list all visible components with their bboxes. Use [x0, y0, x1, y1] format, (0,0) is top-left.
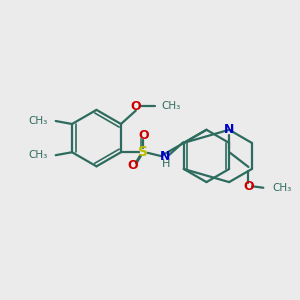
Text: O: O [138, 129, 148, 142]
Text: H: H [162, 159, 170, 169]
Text: CH₃: CH₃ [28, 150, 48, 160]
Text: O: O [243, 180, 254, 193]
Text: CH₃: CH₃ [273, 183, 292, 193]
Text: O: O [128, 159, 138, 172]
Text: CH₃: CH₃ [28, 116, 48, 126]
Text: N: N [224, 123, 234, 136]
Text: N: N [160, 150, 170, 163]
Text: S: S [138, 145, 148, 159]
Text: O: O [130, 100, 141, 113]
Text: CH₃: CH₃ [162, 101, 181, 111]
